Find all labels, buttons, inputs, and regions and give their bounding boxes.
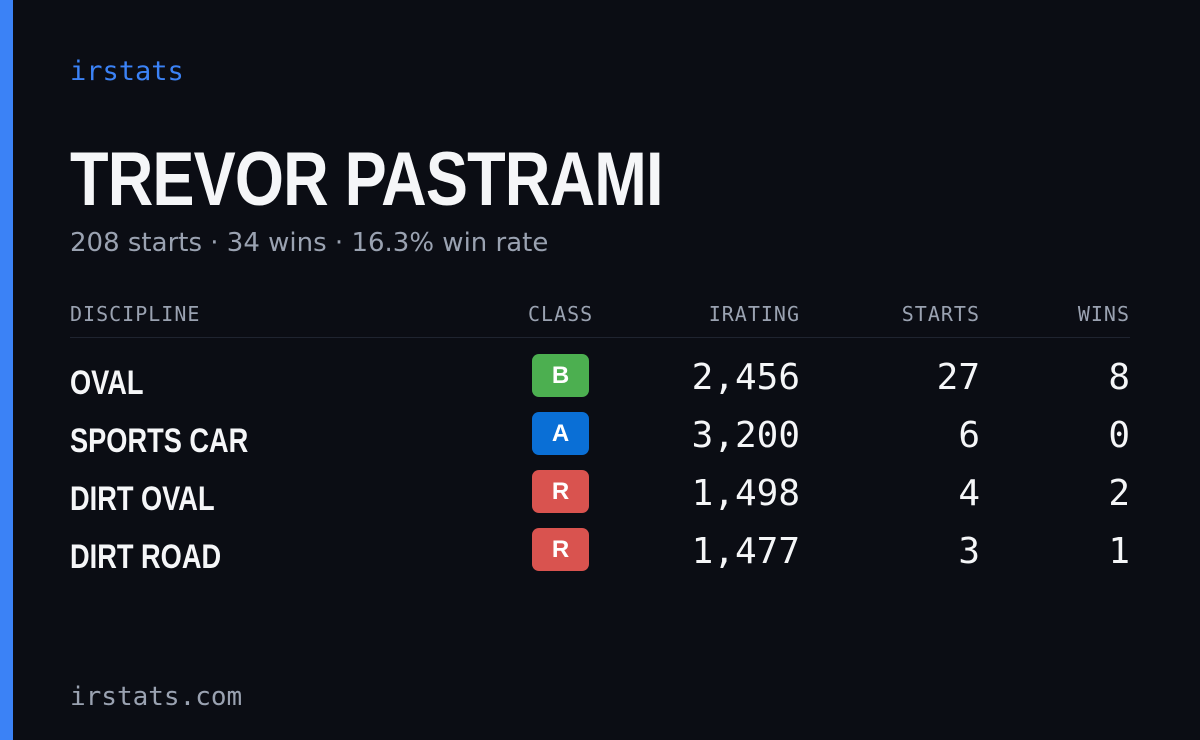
discipline-name: DIRT OVAL bbox=[70, 480, 215, 518]
starts-value: 3 bbox=[958, 531, 980, 572]
discipline-name: DIRT ROAD bbox=[70, 538, 222, 576]
header-irating: IRATING bbox=[708, 302, 800, 326]
header-class: CLASS bbox=[528, 302, 594, 326]
discipline-name: SPORTS CAR bbox=[70, 422, 249, 460]
irating-value: 2,456 bbox=[691, 357, 800, 398]
header-discipline: DISCIPLINE bbox=[70, 302, 201, 326]
wins-value: 0 bbox=[1108, 415, 1130, 456]
accent-bar bbox=[0, 0, 13, 740]
class-badge: A bbox=[532, 412, 589, 455]
class-badge: R bbox=[532, 470, 589, 513]
starts-value: 6 bbox=[958, 415, 980, 456]
starts-value: 27 bbox=[936, 357, 980, 398]
table-row: SPORTS CAR A 3,200 6 0 bbox=[0, 412, 1200, 470]
irating-value: 1,477 bbox=[691, 531, 800, 572]
irating-value: 1,498 bbox=[691, 473, 800, 514]
table-row: DIRT OVAL R 1,498 4 2 bbox=[0, 470, 1200, 528]
class-badge: R bbox=[532, 528, 589, 571]
wins-value: 8 bbox=[1108, 357, 1130, 398]
wins-value: 1 bbox=[1108, 531, 1130, 572]
header-divider bbox=[70, 337, 1130, 338]
brand-logo: irstats bbox=[70, 56, 184, 87]
header-starts: STARTS bbox=[901, 302, 980, 326]
player-name: TREVOR PASTRAMI bbox=[70, 137, 664, 222]
table-row: DIRT ROAD R 1,477 3 1 bbox=[0, 528, 1200, 586]
discipline-name: OVAL bbox=[70, 364, 144, 402]
table-row: OVAL B 2,456 27 8 bbox=[0, 354, 1200, 412]
footer-url: irstats.com bbox=[70, 682, 243, 712]
player-summary: 208 starts · 34 wins · 16.3% win rate bbox=[70, 228, 549, 258]
wins-value: 2 bbox=[1108, 473, 1130, 514]
header-wins: WINS bbox=[1077, 302, 1130, 326]
starts-value: 4 bbox=[958, 473, 980, 514]
class-badge: B bbox=[532, 354, 589, 397]
irating-value: 3,200 bbox=[691, 415, 800, 456]
